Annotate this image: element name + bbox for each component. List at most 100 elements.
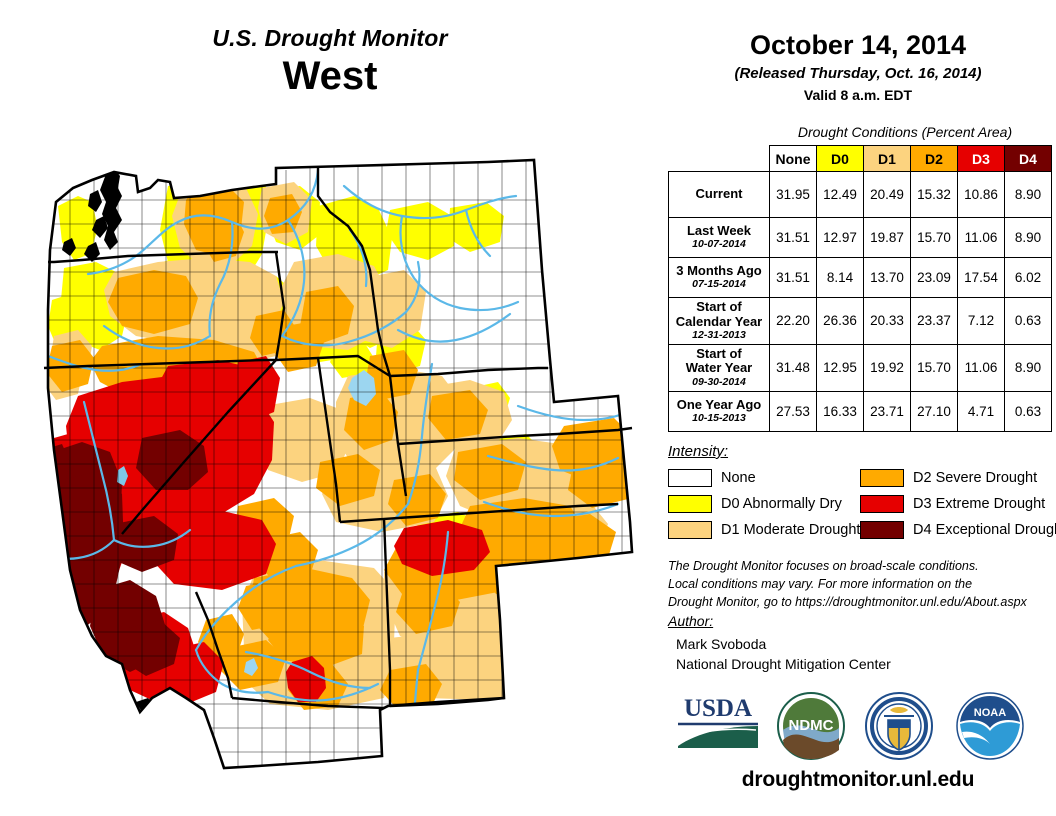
table-row-sublabel: 07-15-2014 [692,278,746,291]
table-row: Current 31.95 12.49 20.49 15.32 10.86 8.90 [668,171,1052,218]
table-cell-d4: 8.90 [1004,217,1052,258]
disclaimer-line-1: The Drought Monitor focuses on broad-sca… [668,559,979,573]
legend-item-none: None [668,466,860,489]
table-row-label: Start of Calendar Year 12-31-2013 [668,297,770,345]
table-row-label: Current [668,171,770,218]
table-row: Start of Water Year 09-30-2014 31.48 12.95 19… [668,343,1052,392]
table-row: Last Week 10-07-2014 31.51 12.97 19.87 15.70 1… [668,217,1052,258]
table-cell-d2: 15.70 [910,343,958,392]
table-caption: Drought Conditions (Percent Area) [797,124,1013,140]
table-header: None D0 D1 D2 D3 D4 [669,145,1052,172]
disclaimer-line-2: Local conditions may vary. For more info… [668,576,973,591]
author-heading: Author: [668,613,714,629]
legend-item-d3: D3 Extreme Drought [860,492,1056,515]
legend-swatch-d1 [668,520,712,539]
table-cell-d4: 0.63 [1004,297,1052,345]
table-cell-d2: 27.10 [910,390,958,432]
table-cell-d2: 23.37 [910,297,958,345]
table-cell-d0: 12.95 [816,343,864,392]
date-block: October 14, 2014 (Released Thursday, Oct… [660,30,1056,104]
table-row: One Year Ago 10-15-2013 27.53 16.33 23.71 27.… [668,390,1052,432]
author-organization: National Drought Mitigation Center [676,656,891,673]
table-row-label: 3 Months Ago 07-15-2014 [668,257,770,298]
legend-swatch-none [668,468,712,487]
table-cell-d3: 17.54 [957,257,1005,298]
ndmc-wordmark: NDMC [789,717,834,734]
report-date: October 14, 2014 [749,30,967,60]
noaa-wordmark: NOAA [974,707,1006,719]
table-cell-none: 22.20 [769,297,817,345]
legend-item-d2: D2 Severe Drought [860,466,1056,489]
table-cell-none: 31.51 [769,257,817,298]
table-row-label: Start of Water Year 09-30-2014 [668,343,770,392]
table-cell-d2: 23.09 [910,257,958,298]
table-cell-d3: 10.86 [957,171,1005,218]
usda-wordmark: USDA [684,695,752,722]
table-cell-d0: 12.49 [816,171,864,218]
table-row: Start of Calendar Year 12-31-2013 22.20 26.3… [668,297,1052,345]
logo-row: USDA NDMC [660,690,1056,762]
table-cell-d1: 13.70 [863,257,911,298]
table-cell-none: 27.53 [769,390,817,432]
drought-map[interactable] [18,150,653,790]
table-cell-d3: 11.06 [957,217,1005,258]
map-title-primary: U.S. Drought Monitor [212,25,448,51]
table-cell-d4: 0.63 [1004,390,1052,432]
table-cell-d4: 8.90 [1004,171,1052,218]
legend-label-d3: D3 Extreme Drought [913,495,1046,512]
legend-label-d4: D4 Exceptional Drought [913,521,1056,538]
table-row-sublabel: 10-07-2014 [692,238,746,251]
legend-label-d2: D2 Severe Drought [913,469,1038,486]
table-cell-none: 31.95 [769,171,817,218]
map-title-block: U.S. Drought Monitor West [0,25,660,99]
table-body: Current 31.95 12.49 20.49 15.32 10.86 8.90 Last… [668,171,1052,432]
table-column-header-d2: D2 [910,145,958,172]
table-cell-none: 31.48 [769,343,817,392]
table-cell-d1: 20.49 [863,171,911,218]
legend-swatch-d0 [668,494,712,513]
table-column-header-d1: D1 [863,145,911,172]
legend-item-d1: D1 Moderate Drought [668,518,860,541]
table-corner-cell [669,146,770,172]
table-column-header-none: None [769,145,817,172]
table-cell-d1: 19.92 [863,343,911,392]
intensity-heading: Intensity: [668,443,729,460]
table-cell-d1: 23.71 [863,390,911,432]
map-rivers [48,168,632,728]
table-header-row: None D0 D1 D2 D3 D4 [669,145,1052,172]
table-row-sublabel: 10-15-2013 [692,412,746,425]
table-cell-d1: 20.33 [863,297,911,345]
table-cell-d4: 8.90 [1004,343,1052,392]
table-cell-d0: 16.33 [816,390,864,432]
table-cell-d3: 7.12 [957,297,1005,345]
legend-swatch-d4 [860,520,904,539]
table-cell-d0: 26.36 [816,297,864,345]
table-row-sublabel: 09-30-2014 [692,375,746,388]
legend-item-d4: D4 Exceptional Drought [860,518,1056,541]
table-cell-d0: 8.14 [816,257,864,298]
table-cell-d2: 15.70 [910,217,958,258]
usda-logo[interactable]: USDA [672,690,764,762]
legend-item-d0: D0 Abnormally Dry [668,492,860,515]
released-date: (Released Thursday, Oct. 16, 2014) [734,65,982,83]
table-cell-d3: 4.71 [957,390,1005,432]
table-row-label: Last Week 10-07-2014 [668,217,770,258]
table-row-sublabel: 12-31-2013 [692,329,746,342]
legend-column-right: D2 Severe Drought D3 Extreme Drought D4 Ex… [860,466,1056,544]
table-cell-d4: 6.02 [1004,257,1052,298]
author-block: Mark Svoboda National Drought Mitigation… [676,634,891,675]
commerce-seal-logo[interactable] [860,690,938,762]
legend-label-d0: D0 Abnormally Dry [721,495,842,512]
legend-label-d1: D1 Moderate Drought [721,521,861,538]
disclaimer-text: The Drought Monitor focuses on broad-sca… [668,558,1050,611]
ndmc-logo[interactable]: NDMC [772,690,850,762]
drought-conditions-table: None D0 D1 D2 D3 D4 Current 31.95 12.49 20.49 15.… [668,145,1052,432]
disclaimer-line-3: Drought Monitor, go to https://droughtmo… [668,594,1027,609]
valid-time: Valid 8 a.m. EDT [803,86,913,103]
site-url[interactable]: droughtmonitor.unl.edu [741,768,975,791]
table-cell-none: 31.51 [769,217,817,258]
table-row-label: One Year Ago 10-15-2013 [668,390,770,432]
map-panel: U.S. Drought Monitor West [0,25,660,790]
legend-swatch-d2 [860,468,904,487]
noaa-logo[interactable]: NOAA [948,690,1032,762]
